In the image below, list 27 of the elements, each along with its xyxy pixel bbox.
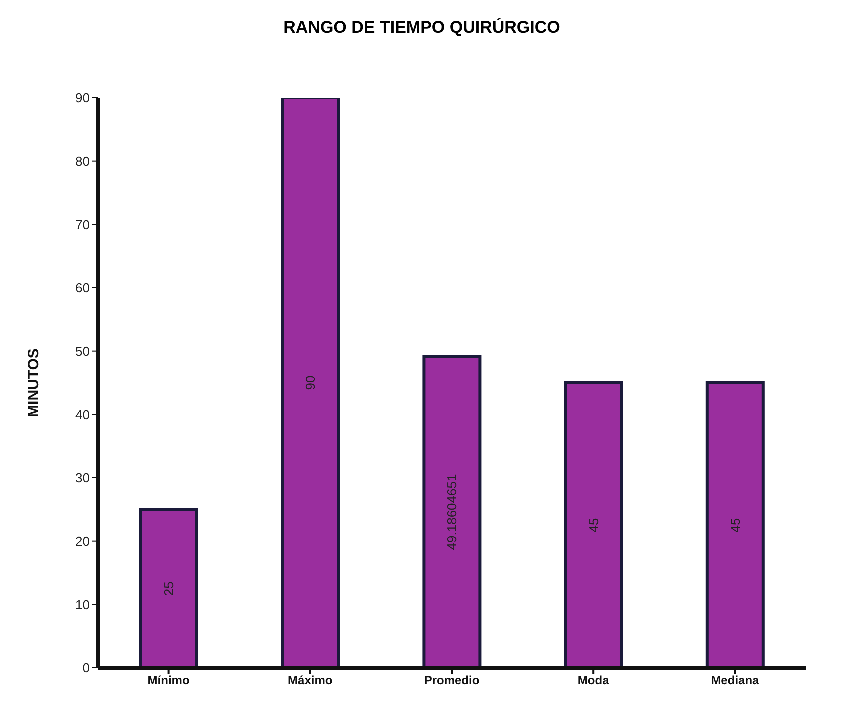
y-axis-title: MINUTOS — [25, 348, 42, 418]
data-label: 25 — [162, 582, 176, 596]
y-tick-label: 40 — [76, 407, 90, 422]
bar — [706, 382, 765, 668]
data-label: 45 — [728, 518, 743, 533]
bar — [564, 382, 624, 668]
x-tick-label: Promedio — [424, 674, 480, 688]
y-tick-label: 30 — [76, 470, 90, 486]
data-label: 90 — [303, 376, 318, 390]
y-tick-label: 20 — [76, 534, 90, 549]
x-tick-label: Mínimo — [148, 674, 190, 688]
data-label: 49.18604651 — [444, 474, 460, 550]
y-tick-label: 50 — [76, 344, 90, 359]
chart-title: RANGO DE TIEMPO QUIRÚRGICO — [282, 18, 562, 39]
bar — [422, 354, 482, 668]
y-tick-label: 10 — [76, 597, 90, 612]
y-tick-label: 80 — [76, 154, 90, 169]
y-tick-label: 60 — [76, 280, 90, 296]
y-tick-label: 70 — [76, 217, 90, 232]
x-tick-label: Moda — [578, 674, 610, 688]
data-label: 45 — [586, 518, 602, 533]
y-tick-label: 90 — [76, 90, 90, 106]
x-tick-label: Máximo — [288, 674, 333, 688]
y-tick-label: 0 — [82, 660, 90, 676]
x-tick-label: Mediana — [711, 674, 760, 688]
bar — [140, 508, 198, 668]
bar — [281, 98, 340, 668]
